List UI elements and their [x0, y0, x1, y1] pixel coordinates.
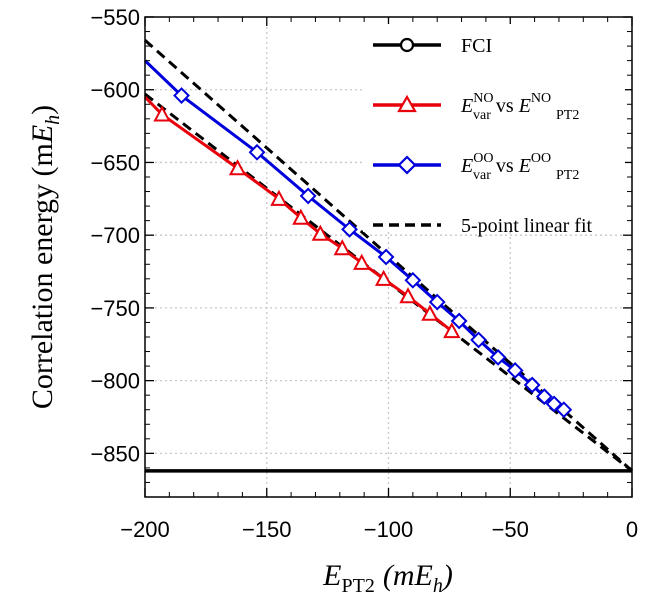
- y-axis-title-main: Correlation energy (m: [26, 143, 59, 409]
- no-data-point: [311, 224, 329, 241]
- y-axis-title-close: ): [26, 105, 59, 115]
- x-axis-title-var: E: [322, 559, 341, 592]
- x-axis-title-sub2: h: [433, 575, 443, 595]
- x-tick-label: −200: [120, 517, 170, 542]
- legend-no-sup1: NO: [473, 91, 493, 106]
- y-tick-label: −800: [90, 369, 140, 394]
- legend-no-e2: E: [518, 95, 531, 117]
- oo-data-point: [173, 87, 190, 104]
- legend-no-label: ENO var vs ENOPT2: [460, 91, 579, 123]
- y-tick-label: −850: [90, 441, 140, 466]
- legend-oo-marker: [397, 155, 417, 175]
- legend-entry-fit: 5-point linear fit: [373, 215, 593, 237]
- no-data-point: [153, 105, 171, 122]
- legend-no-e1: E: [460, 95, 473, 117]
- no-data-point: [270, 189, 288, 206]
- legend-no-sub2: PT2: [556, 108, 579, 123]
- legend-background: [363, 24, 625, 232]
- oo-data-point: [341, 220, 358, 238]
- oo-data-point: [545, 395, 563, 413]
- no-data-point: [292, 208, 310, 225]
- legend-fci-marker: [399, 37, 415, 53]
- no-data-point: [421, 304, 439, 321]
- legend-fci-label: FCI: [461, 35, 492, 57]
- legend-no-sub1: var: [473, 108, 491, 123]
- legend-entry-no: ENO var vs ENOPT2: [373, 91, 579, 123]
- legend-entry-oo: EOO var vs EOOPT2: [373, 151, 579, 183]
- legend: FCI ENO var vs ENOPT2 EOO var vs EOOPT2 5-…: [363, 24, 625, 237]
- x-tick-label: −150: [242, 517, 292, 542]
- oo-data-point: [523, 376, 541, 394]
- oo-data-point: [535, 388, 553, 406]
- x-tick-label: −100: [364, 517, 414, 542]
- x-tick-label: −50: [492, 517, 529, 542]
- oo-data-point: [450, 312, 468, 330]
- legend-oo-sub1: var: [473, 168, 491, 183]
- legend-oo-e2: E: [518, 155, 531, 177]
- legend-oo-sup1: OO: [473, 151, 493, 166]
- no-data-point: [399, 287, 417, 304]
- oo-data-point: [428, 293, 446, 311]
- legend-no-mid: vs: [491, 95, 519, 117]
- x-axis-title-close: ): [441, 559, 453, 592]
- oo-data-point: [506, 362, 524, 379]
- oo-series-line: [143, 59, 565, 412]
- y-tick-label: −550: [90, 5, 140, 30]
- y-axis-title-var: E: [26, 125, 59, 144]
- x-axis-title: EPT2 (mEh): [322, 559, 453, 595]
- oo-data-point: [489, 348, 507, 366]
- oo-data-point: [470, 331, 488, 349]
- legend-entry-fci: FCI: [373, 35, 492, 57]
- no-data-point: [443, 322, 461, 339]
- legend-oo-mid: vs: [491, 155, 519, 177]
- no-data-point: [353, 253, 371, 270]
- oo-data-point: [248, 143, 266, 161]
- x-axis-title-sub: PT2: [342, 575, 375, 595]
- no-data-point: [333, 239, 351, 256]
- x-axis-title-open: (m: [383, 559, 415, 592]
- tick-labels: −200 −150 −100 −50 0 −550 −600 −650 −700 −750 −800…: [90, 5, 638, 542]
- legend-no-marker: [397, 94, 417, 113]
- series-layer: [143, 39, 633, 473]
- legend-oo-sup2: OO: [531, 151, 551, 166]
- oo-data-point: [377, 248, 395, 266]
- x-axis-title-var2: E: [414, 559, 433, 592]
- y-axis-title-sub: h: [42, 115, 64, 125]
- y-axis-title: Correlation energy (mEh): [26, 105, 64, 409]
- y-tick-label: −650: [90, 150, 140, 175]
- legend-oo-e1: E: [460, 155, 473, 177]
- legend-no-sup2: NO: [531, 91, 551, 106]
- y-tick-label: −600: [90, 78, 140, 103]
- legend-oo-sub2: PT2: [556, 168, 579, 183]
- x-tick-label: 0: [626, 517, 638, 542]
- oo-data-point: [404, 271, 422, 289]
- no-data-point: [228, 159, 247, 176]
- oo-data-point: [555, 401, 573, 419]
- oo-data-point: [299, 187, 317, 205]
- y-tick-label: −750: [90, 296, 140, 321]
- legend-fit-label: 5-point linear fit: [461, 215, 593, 237]
- legend-oo-label: EOO var vs EOOPT2: [460, 151, 579, 183]
- y-tick-label: −700: [90, 223, 140, 248]
- no-data-point: [374, 269, 393, 286]
